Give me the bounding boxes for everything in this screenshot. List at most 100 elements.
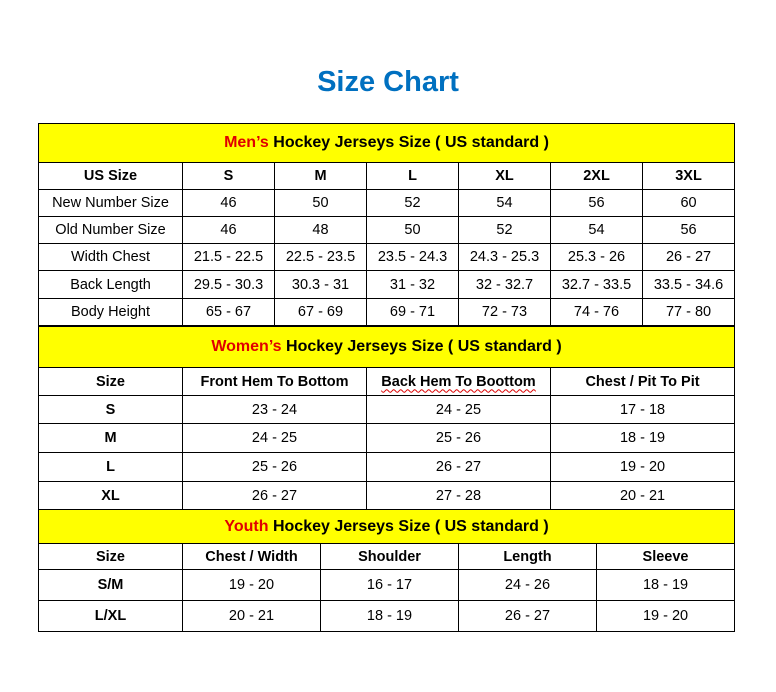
table-row: M 24 - 25 25 - 26 18 - 19	[38, 423, 736, 453]
column-header-row: Size Front Hem To Bottom Back Hem To Boott…	[38, 367, 736, 396]
table-cell: 18 - 19	[549, 423, 736, 453]
row-label: Body Height	[38, 298, 183, 326]
table-cell: 19 - 20	[182, 569, 321, 601]
table-cell: 20 - 21	[182, 600, 321, 632]
column-header: Size	[38, 367, 183, 396]
column-header-label: Chest / Pit To Pit	[585, 373, 700, 390]
table-cell: 26 - 27	[458, 600, 597, 632]
column-header-label: M	[314, 168, 327, 184]
table-cell: 24.3 - 25.3	[458, 243, 551, 271]
table-cell: 29.5 - 30.3	[182, 270, 275, 299]
column-header: S	[182, 162, 275, 190]
column-header: L	[366, 162, 459, 190]
mens-size-table: Men’s Hockey Jerseys Size ( US standard …	[37, 123, 736, 326]
table-cell: 19 - 20	[549, 452, 736, 482]
section-title: Youth Hockey Jerseys Size ( US standard …	[37, 509, 736, 544]
table-cell: 27 - 28	[366, 481, 551, 510]
section-title: Women’s Hockey Jerseys Size ( US standar…	[37, 326, 736, 368]
table-cell: 74 - 76	[550, 298, 643, 326]
table-cell: 65 - 67	[182, 298, 275, 326]
column-header: Sleeve	[595, 543, 736, 570]
table-cell: 23.5 - 24.3	[366, 243, 459, 271]
table-cell: 31 - 32	[366, 270, 459, 299]
column-header: US Size	[38, 162, 183, 190]
women-section-header: Women’s Hockey Jerseys Size ( US standar…	[37, 326, 736, 368]
table-cell: 77 - 80	[641, 298, 736, 326]
table-cell: 33.5 - 34.6	[641, 270, 736, 299]
youth-size-table: Youth Hockey Jerseys Size ( US standard …	[37, 509, 736, 632]
table-cell: 32 - 32.7	[458, 270, 551, 299]
table-row: Old Number Size 46 48 50 52 54 56	[38, 216, 736, 244]
table-cell: 24 - 26	[458, 569, 597, 601]
table-cell: 32.7 - 33.5	[550, 270, 643, 299]
table-cell: 50	[274, 189, 367, 217]
column-header: 2XL	[550, 162, 643, 190]
table-cell: 54	[550, 216, 643, 244]
table-cell: 54	[458, 189, 551, 217]
column-header: XL	[458, 162, 551, 190]
column-header: M	[274, 162, 367, 190]
table-cell: 26 - 27	[641, 243, 736, 271]
row-label: Old Number Size	[38, 216, 183, 244]
column-header-label: Size	[95, 373, 125, 390]
table-row: XL 26 - 27 27 - 28 20 - 21	[38, 481, 736, 510]
section-title-accent: Men’s	[224, 134, 269, 151]
table-cell: 72 - 73	[458, 298, 551, 326]
table-cell: 30.3 - 31	[274, 270, 367, 299]
table-cell: 24 - 25	[182, 423, 367, 453]
table-cell: 16 - 17	[320, 569, 459, 601]
table-cell: 56	[550, 189, 643, 217]
table-cell: 18 - 19	[595, 569, 736, 601]
column-header: Chest / Width	[182, 543, 321, 570]
section-title: Men’s Hockey Jerseys Size ( US standard …	[37, 123, 736, 163]
table-cell: 25.3 - 26	[550, 243, 643, 271]
table-row: Back Length 29.5 - 30.3 30.3 - 31 31 - 32 32…	[38, 270, 736, 299]
row-label: S/M	[38, 569, 183, 601]
table-cell: 56	[641, 216, 736, 244]
table-cell: 22.5 - 23.5	[274, 243, 367, 271]
table-cell: 48	[274, 216, 367, 244]
table-cell: 26 - 27	[366, 452, 551, 482]
table-cell: 19 - 20	[595, 600, 736, 632]
section-title-accent: Women’s	[211, 338, 282, 355]
youth-section-header: Youth Hockey Jerseys Size ( US standard …	[37, 509, 736, 544]
table-cell: 25 - 26	[366, 423, 551, 453]
row-label: S	[38, 395, 183, 424]
column-header-label: 3XL	[675, 168, 702, 184]
row-label: XL	[38, 481, 183, 510]
table-cell: 26 - 27	[182, 481, 367, 510]
column-header-label: L	[408, 168, 417, 184]
column-header-label: Back Hem To Boottom	[381, 373, 536, 390]
table-cell: 23 - 24	[182, 395, 367, 424]
row-label: L	[38, 452, 183, 482]
table-cell: 24 - 25	[366, 395, 551, 424]
column-header-label: Sleeve	[642, 548, 689, 565]
table-cell: 20 - 21	[549, 481, 736, 510]
table-cell: 21.5 - 22.5	[182, 243, 275, 271]
table-cell: 67 - 69	[274, 298, 367, 326]
table-cell: 60	[641, 189, 736, 217]
row-label: L/XL	[38, 600, 183, 632]
section-title-accent: Youth	[224, 517, 269, 535]
column-header-label: S	[223, 168, 234, 184]
section-title-text: Hockey Jerseys Size ( US standard )	[281, 338, 562, 355]
column-header: Size	[38, 543, 183, 570]
column-header: Chest / Pit To Pit	[549, 367, 736, 396]
row-label: Width Chest	[38, 243, 183, 271]
column-header-row: US Size S M L XL 2XL 3XL	[38, 162, 736, 190]
table-cell: 52	[366, 189, 459, 217]
page-title: Size Chart	[317, 66, 459, 98]
column-header-label: Front Hem To Bottom	[200, 373, 349, 390]
womens-size-table: Women’s Hockey Jerseys Size ( US standar…	[37, 326, 736, 510]
column-header: Back Hem To Boottom	[366, 367, 551, 396]
table-row: Body Height 65 - 67 67 - 69 69 - 71 72 - 73 7…	[38, 298, 736, 326]
column-header: Shoulder	[320, 543, 459, 570]
column-header-label: Chest / Width	[205, 548, 298, 565]
column-header-label: US Size	[83, 168, 138, 184]
column-header: 3XL	[641, 162, 736, 190]
table-cell: 25 - 26	[182, 452, 367, 482]
column-header: Front Hem To Bottom	[182, 367, 367, 396]
table-row: New Number Size 46 50 52 54 56 60	[38, 189, 736, 217]
row-label: New Number Size	[38, 189, 183, 217]
table-row: L/XL 20 - 21 18 - 19 26 - 27 19 - 20	[38, 600, 736, 632]
